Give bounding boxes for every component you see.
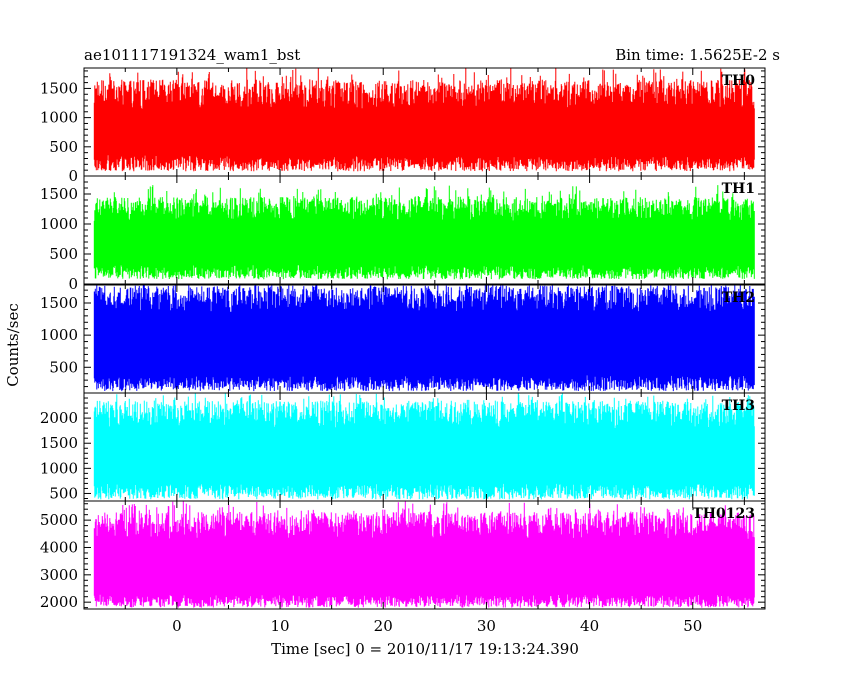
y-tick-label: 1000 [40, 215, 78, 233]
y-tick-label: 2000 [40, 593, 78, 611]
y-tick-label: 0 [68, 275, 78, 293]
series-line-th1 [93, 185, 755, 280]
y-tick-label: 1500 [40, 79, 78, 97]
panel-th2: 500 1000 1500 TH2 [40, 284, 766, 394]
y-tick-label: 500 [49, 358, 78, 376]
x-tick-label: 20 [374, 617, 393, 635]
y-tick-label: 1500 [40, 294, 78, 312]
series-line-th2 [93, 285, 755, 392]
panel-th0: 0 500 1000 1500 TH0 [40, 67, 766, 185]
band-label-th3: TH3 [722, 398, 755, 414]
y-tick-label: 0 [68, 167, 78, 185]
x-tick-label: 30 [477, 617, 496, 635]
x-tick-label: 10 [270, 617, 289, 635]
x-tick-label: 50 [683, 617, 702, 635]
band-label-th0123: TH0123 [692, 506, 755, 522]
y-axis-label: Counts/sec [4, 303, 22, 387]
y-tick-label: 500 [49, 484, 78, 502]
y-tick-label: 4000 [40, 538, 78, 556]
panel-th0123: 2000 3000 4000 5000 TH0123 [40, 500, 766, 611]
x-axis-label: Time [sec] 0 = 2010/11/17 19:13:24.390 [271, 640, 579, 658]
series-line-th3 [93, 393, 755, 500]
y-tick-label: 1000 [40, 109, 78, 127]
y-tick-label: 1500 [40, 185, 78, 203]
series-line-th0123 [93, 501, 755, 608]
x-tick-label: 0 [172, 617, 182, 635]
y-tick-label: 500 [49, 245, 78, 263]
series-line-th0 [93, 68, 755, 172]
panel-th1: 0 500 1000 1500 TH1 [40, 175, 766, 293]
figure-title: ae101117191324_wam1_bst [84, 46, 300, 64]
y-tick-label: 1000 [40, 459, 78, 477]
y-tick-label: 1000 [40, 326, 78, 344]
panel-th3: 500 1000 1500 2000 TH3 [40, 392, 766, 502]
y-tick-label: 5000 [40, 511, 78, 529]
y-tick-label: 1500 [40, 434, 78, 452]
bin-time-label: Bin time: 1.5625E-2 s [615, 46, 780, 64]
y-tick-label: 3000 [40, 566, 78, 584]
band-label-th2: TH2 [722, 290, 755, 306]
band-label-th1: TH1 [722, 181, 755, 197]
y-tick-label: 500 [49, 138, 78, 156]
x-tick-label: 40 [580, 617, 599, 635]
panel-frame [83, 500, 766, 610]
y-tick-label: 2000 [40, 409, 78, 427]
band-label-th0: TH0 [722, 73, 756, 89]
